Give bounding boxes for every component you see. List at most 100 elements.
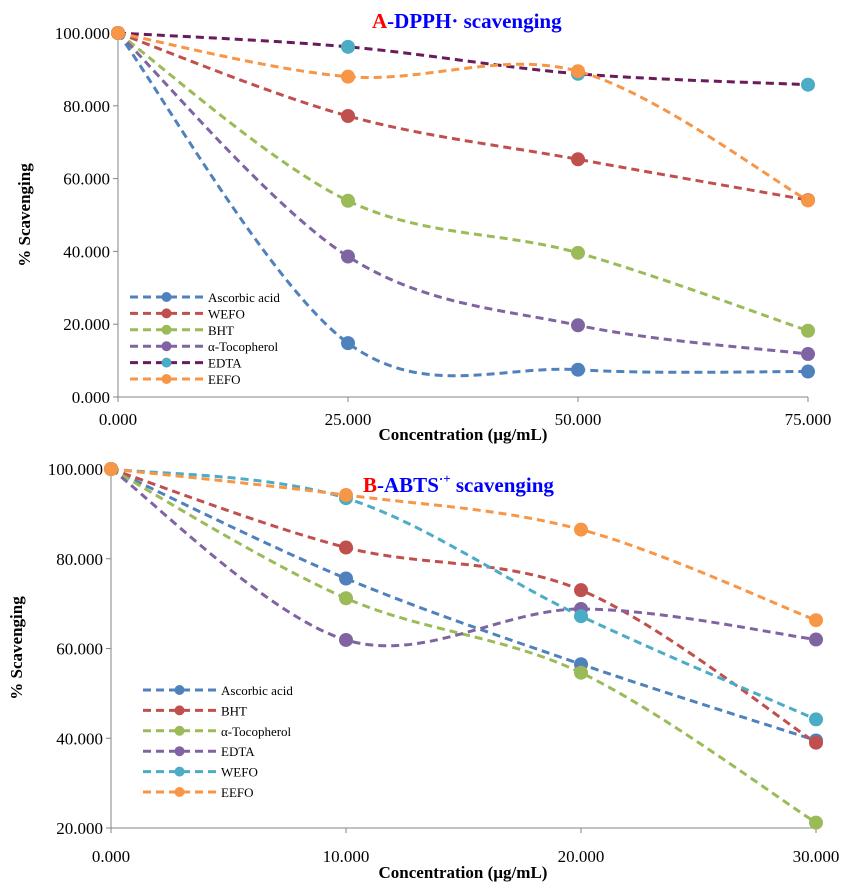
data-point	[341, 336, 355, 351]
chart-title-suffix: scavenging	[451, 473, 555, 497]
legend-label: α-Tocopherol	[221, 724, 292, 739]
y-tick-label: 20.000	[63, 315, 110, 334]
data-point	[801, 193, 815, 208]
legend-marker	[174, 705, 185, 716]
chart-title: A-DPPH· scavenging	[372, 9, 562, 33]
x-tick-label: 20.000	[558, 847, 605, 866]
legend-label: Ascorbic acid	[221, 683, 293, 698]
data-point	[574, 522, 588, 537]
chart-title-prefix: B	[363, 473, 377, 497]
data-point	[571, 362, 585, 377]
series-line	[117, 31, 809, 202]
legend-marker	[161, 374, 172, 384]
data-point	[571, 245, 585, 260]
data-point	[339, 632, 353, 647]
legend-marker	[174, 787, 185, 797]
legend-marker	[161, 357, 172, 368]
series-line	[110, 467, 817, 648]
y-tick-label: 100.000	[55, 24, 110, 43]
x-tick-label: 25.000	[325, 410, 372, 429]
x-axis-title: Concentration (µg/mL)	[379, 863, 548, 882]
series-line	[117, 31, 809, 333]
data-point	[801, 347, 815, 362]
abts-chart: 20.000 40.000 60.000 80.000 100.000 0.000 10.0…	[7, 460, 839, 882]
data-point	[574, 583, 588, 598]
series-line	[116, 31, 809, 356]
x-tick-label: 50.000	[555, 410, 602, 429]
legend-marker	[161, 324, 172, 335]
chart-title: B-ABTS·+ scavenging	[363, 471, 554, 497]
data-point	[571, 318, 585, 333]
legend-label: WEFO	[221, 765, 258, 780]
legend-marker	[174, 685, 185, 695]
data-point	[339, 591, 353, 606]
dpph-chart: 0.000 20.000 40.000 60.000 80.000 100.000 0.00…	[15, 9, 831, 444]
data-point	[574, 609, 588, 624]
legend-label: α-Tocopherol	[208, 339, 279, 354]
series-line	[110, 467, 817, 622]
data-point	[809, 815, 823, 830]
chart-title-prefix: A	[372, 9, 388, 33]
data-point	[339, 488, 353, 503]
series-line	[110, 467, 817, 721]
legend-marker	[174, 766, 185, 777]
legend-label: EDTA	[221, 744, 255, 759]
legend-label: EEFO	[208, 372, 241, 387]
legend-marker	[174, 746, 185, 757]
y-tick-label: 80.000	[56, 550, 103, 569]
data-point	[801, 323, 815, 338]
y-tick-label: 20.000	[56, 819, 103, 838]
data-point	[339, 571, 353, 586]
series-line	[116, 32, 809, 378]
x-tick-label: 75.000	[785, 410, 832, 429]
legend-marker	[161, 308, 172, 319]
x-tick-label: 0.000	[92, 847, 130, 866]
y-axis-title: % Scavenging	[15, 163, 34, 267]
series-line	[117, 31, 809, 87]
data-point	[104, 462, 118, 476]
data-point	[801, 364, 815, 379]
data-point	[574, 665, 588, 680]
series-line	[117, 31, 809, 202]
legend-label: BHT	[221, 703, 247, 718]
series-line	[110, 467, 817, 744]
series-line	[110, 467, 817, 824]
data-point	[809, 632, 823, 647]
legend-label: EEFO	[221, 785, 254, 800]
y-tick-label: 40.000	[56, 729, 103, 748]
series-line	[110, 467, 817, 742]
y-tick-label: 80.000	[63, 97, 110, 116]
data-point	[809, 712, 823, 727]
data-point	[801, 77, 815, 92]
data-point	[571, 152, 585, 167]
y-tick-label: 0.000	[72, 388, 110, 407]
x-tick-label: 10.000	[323, 847, 370, 866]
data-point	[571, 64, 585, 79]
y-tick-label: 40.000	[63, 242, 110, 261]
legend-label: EDTA	[208, 356, 242, 371]
legend-marker	[174, 725, 185, 736]
chart-title-main: -DPPH· scavenging	[387, 9, 562, 33]
legend-label: WEFO	[208, 306, 245, 321]
data-point	[809, 613, 823, 628]
data-point	[111, 26, 125, 40]
x-axis-title: Concentration (µg/mL)	[379, 425, 548, 444]
x-tick-label: 0.000	[99, 410, 137, 429]
chart-title-superscript: ·+	[439, 471, 451, 486]
data-point	[341, 69, 355, 84]
y-tick-label: 60.000	[63, 170, 110, 189]
data-point	[341, 249, 355, 264]
legend-label: BHT	[208, 323, 234, 338]
data-point	[339, 540, 353, 555]
legend-marker	[161, 292, 172, 302]
legend-label: Ascorbic acid	[208, 290, 280, 305]
legend-marker	[161, 341, 172, 352]
data-point	[341, 108, 355, 123]
x-tick-label: 30.000	[793, 847, 840, 866]
data-point	[341, 193, 355, 208]
y-tick-label: 100.000	[48, 460, 103, 479]
y-tick-label: 60.000	[56, 640, 103, 659]
y-axis-title: % Scavenging	[7, 596, 26, 700]
chart-title-main: -ABTS	[377, 473, 439, 497]
